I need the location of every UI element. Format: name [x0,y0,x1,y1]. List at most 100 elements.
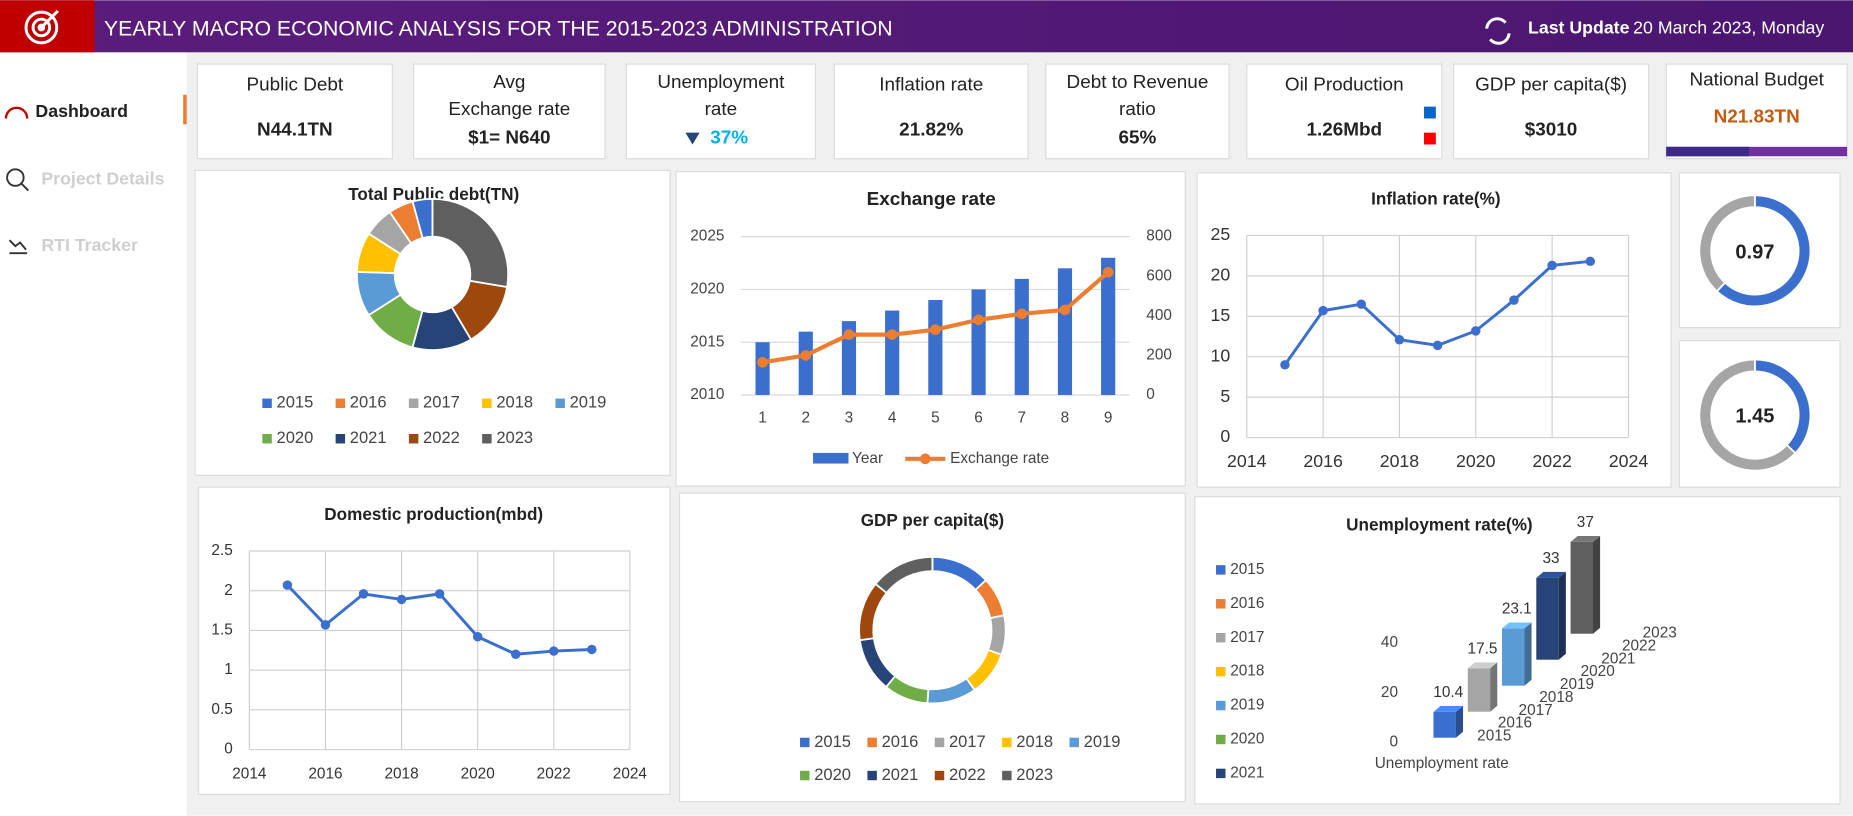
legend-label: 2021 [1230,764,1264,781]
bar-front [1570,541,1594,634]
kpi-label: Unemployment [657,72,785,93]
data-label: 37 [1577,514,1594,531]
legend-label: 2019 [1230,697,1264,714]
bar-side [1455,705,1464,738]
kpi-value: 1.26Mbd [1306,119,1382,140]
bar-top [1433,705,1464,712]
donut-slice [388,200,424,245]
x-tick-label: 2024 [613,765,648,782]
donut-slice [356,271,402,317]
y-tick-label: 1.5 [211,621,232,638]
header-bar [0,0,1853,53]
legend-swatch [262,433,272,444]
y-tick-label: 2 [224,582,233,599]
data-point [757,357,768,368]
y-tick-label: 20 [1210,265,1230,285]
donut-slice [411,305,473,351]
kpi-label: Avg [493,72,525,93]
y2-tick-label: 800 [1146,228,1172,245]
bar [1101,257,1116,396]
legend-swatch [867,770,877,781]
bar [1057,268,1073,396]
legend-label: 2022 [949,765,986,784]
kpi-label: Oil Production [1285,74,1404,95]
y-tick-label: 0 [1389,734,1398,751]
legend-swatch [867,737,877,748]
donut-slice [431,197,510,289]
kpi-value: $1= N640 [468,128,550,149]
kpi-value: N21.83TN [1714,106,1800,127]
y-tick-label: 15 [1210,305,1230,325]
legend-label: 2017 [1230,629,1264,646]
data-point [973,314,984,326]
y-tick-label: 40 [1381,634,1398,651]
kpi-value: N44.1TN [257,119,333,140]
x-tick-label: 1 [758,410,767,427]
data-point [1059,304,1071,316]
legend-label: 2015 [814,732,851,751]
kpi-label: Debt to Revenue [1067,72,1209,93]
bar-side [1593,535,1601,634]
legend-swatch [800,737,810,748]
card [1665,63,1848,160]
kpi-value: $3010 [1525,119,1578,140]
gauge-label: 1.45 [1735,406,1774,428]
card [1196,172,1672,488]
legend-swatch [800,770,810,781]
depth-label: 2022 [1622,637,1656,654]
donut-slice [986,614,1007,656]
data-point [358,589,369,599]
data-point [510,649,521,659]
legend-swatch [555,398,565,408]
bar [1014,278,1029,396]
depth-label: 2019 [1560,676,1594,693]
nav-item[interactable]: Project Details [41,169,164,189]
nav-active-indicator [183,94,187,125]
data-label: 23.1 [1502,601,1532,618]
chart-title: Domestic production(mbd) [324,504,543,524]
y-tick-label: 10 [1210,345,1230,365]
y-tick-label: 2015 [690,333,724,350]
x-tick-label: 2020 [1456,451,1496,471]
data-point [1280,360,1290,370]
bar-3d [1502,622,1532,686]
bar [885,310,900,396]
data-point [549,646,559,656]
legend-label: 2016 [1230,595,1264,612]
depth-label: 2020 [1581,663,1615,680]
card [1246,63,1443,160]
legend-label: Exchange rate [950,450,1049,467]
kpi-label: rate [705,99,738,120]
bar-top [1570,535,1601,542]
data-point [1016,308,1028,320]
refresh-icon[interactable] [1485,17,1511,45]
legend-label: 2018 [1016,732,1053,751]
data-point [1471,326,1481,336]
legend-label: 2017 [949,732,986,751]
legend-label: 2021 [882,765,919,784]
legend-label: 2019 [1084,732,1121,751]
y2-tick-label: 200 [1146,346,1172,363]
y2-tick-label: 0 [1146,386,1155,403]
nav-item[interactable]: RTI Tracker [41,235,138,255]
y-tick-label: 25 [1210,224,1230,244]
nav-item[interactable]: Dashboard [35,101,128,121]
y-tick-label: 0.5 [211,701,232,718]
bar-front [1536,577,1559,660]
x-tick-label: 2016 [308,765,342,782]
x-tick-label: 2022 [1532,451,1571,471]
depth-label: 2015 [1477,728,1511,745]
status-square [1424,132,1436,145]
data-label: 10.4 [1433,684,1463,701]
data-point [282,580,293,590]
bar [755,342,770,396]
legend-swatch [1002,770,1012,781]
depth-label: 2023 [1643,625,1677,642]
legend-swatch [1002,737,1012,748]
card [678,492,1186,803]
data-point [472,632,483,642]
card [196,63,393,160]
data-label: 33 [1543,550,1560,567]
